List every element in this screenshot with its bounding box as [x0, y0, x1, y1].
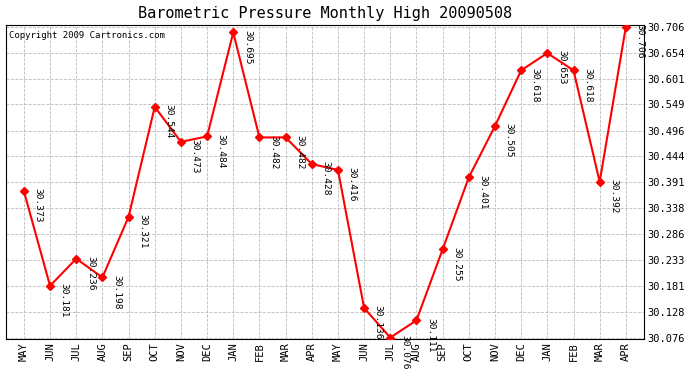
Text: 30.618: 30.618 [531, 68, 540, 102]
Text: 30.482: 30.482 [269, 135, 278, 169]
Text: Copyright 2009 Cartronics.com: Copyright 2009 Cartronics.com [9, 31, 165, 40]
Text: 30.076: 30.076 [400, 335, 409, 369]
Text: 30.695: 30.695 [243, 30, 252, 64]
Text: 30.401: 30.401 [479, 175, 488, 209]
Text: 30.136: 30.136 [374, 305, 383, 340]
Text: 30.321: 30.321 [138, 214, 147, 249]
Text: 30.111: 30.111 [426, 318, 435, 352]
Text: 30.428: 30.428 [322, 161, 331, 196]
Text: 30.373: 30.373 [34, 188, 43, 223]
Text: 30.706: 30.706 [635, 24, 644, 59]
Text: 30.618: 30.618 [583, 68, 592, 102]
Text: 30.181: 30.181 [60, 283, 69, 318]
Text: 30.255: 30.255 [453, 247, 462, 281]
Title: Barometric Pressure Monthly High 20090508: Barometric Pressure Monthly High 2009050… [138, 6, 512, 21]
Text: 30.544: 30.544 [164, 104, 173, 139]
Text: 30.505: 30.505 [504, 123, 514, 158]
Text: 30.416: 30.416 [348, 167, 357, 202]
Text: 30.482: 30.482 [295, 135, 304, 169]
Text: 30.236: 30.236 [86, 256, 95, 290]
Text: 30.392: 30.392 [609, 179, 618, 213]
Text: 30.653: 30.653 [557, 50, 566, 85]
Text: 30.484: 30.484 [217, 134, 226, 168]
Text: 30.473: 30.473 [190, 139, 199, 174]
Text: 30.198: 30.198 [112, 274, 121, 309]
